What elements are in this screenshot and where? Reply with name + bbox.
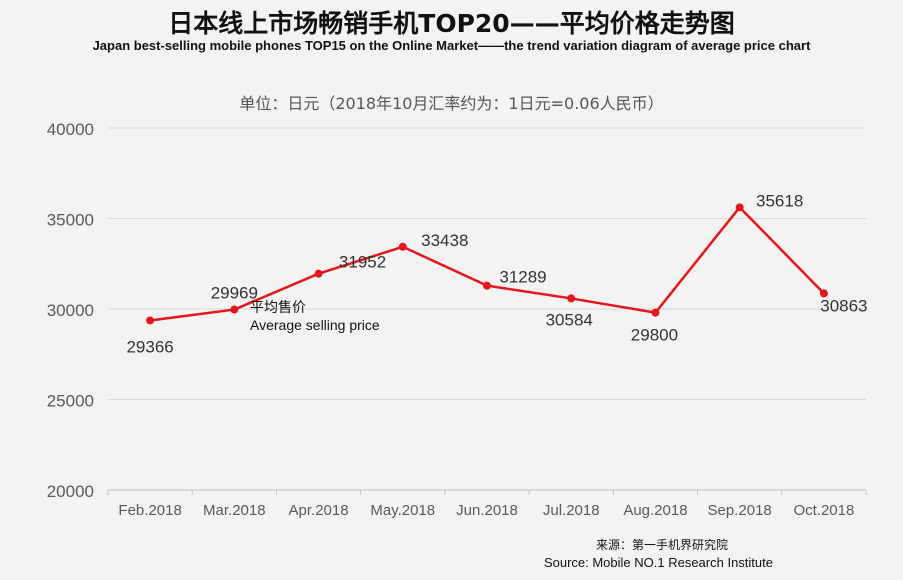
y-tick-label: 20000	[47, 482, 94, 501]
data-point	[314, 269, 323, 278]
x-tick-label: Oct.2018	[793, 502, 854, 519]
unit-note: 单位：日元（2018年10月汇率约为：1日元=0.06人民币）	[239, 94, 664, 113]
data-label: 31289	[499, 268, 546, 287]
data-point	[567, 294, 576, 303]
x-tick-label: May.2018	[370, 502, 435, 519]
data-point	[819, 289, 828, 298]
data-label: 29969	[211, 284, 258, 303]
data-point	[230, 305, 239, 314]
x-tick-label: Jul.2018	[543, 502, 600, 519]
chart-title: 日本线上市场畅销手机TOP20——平均价格走势图	[168, 9, 735, 38]
source-cn: 来源：第一手机界研究院	[595, 538, 728, 552]
series-label-en: Average selling price	[250, 317, 380, 333]
data-point	[735, 203, 744, 212]
y-tick-label: 25000	[47, 392, 94, 411]
x-tick-label: Apr.2018	[289, 502, 349, 519]
data-point	[651, 308, 660, 317]
source-en: Source: Mobile NO.1 Research Institute	[543, 555, 773, 570]
data-point	[146, 316, 155, 325]
data-label: 30584	[546, 310, 593, 329]
chart-subtitle: Japan best-selling mobile phones TOP15 o…	[92, 38, 811, 53]
x-tick-label: Sep.2018	[708, 502, 772, 519]
data-label: 29800	[631, 326, 678, 345]
data-label: 33438	[421, 231, 468, 250]
y-tick-label: 35000	[47, 211, 94, 230]
y-tick-label: 30000	[47, 301, 94, 320]
x-tick-label: Jun.2018	[456, 502, 518, 519]
x-tick-label: Feb.2018	[118, 502, 181, 519]
data-label: 35618	[756, 191, 803, 210]
x-tick-label: Mar.2018	[203, 502, 266, 519]
data-label: 29366	[126, 337, 173, 356]
data-label: 30863	[820, 296, 867, 315]
data-point	[483, 281, 491, 290]
source-note: 来源：第一手机界研究院 Source: Mobile NO.1 Research…	[544, 536, 773, 572]
y-tick-label: 40000	[47, 120, 94, 139]
data-point	[398, 242, 407, 251]
data-label: 31952	[339, 253, 386, 272]
x-tick-label: Aug.2018	[623, 502, 687, 519]
series-label-cn: 平均售价	[250, 300, 306, 316]
